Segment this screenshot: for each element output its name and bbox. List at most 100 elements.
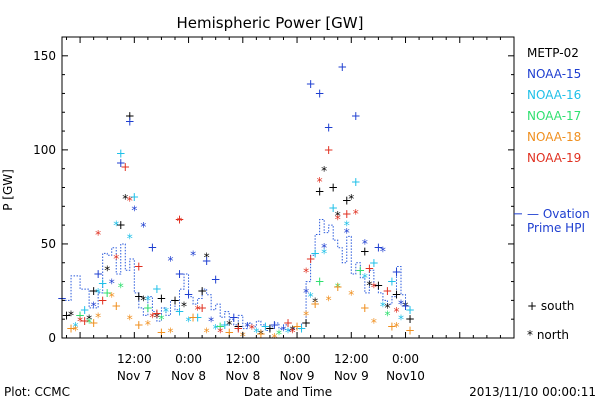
legend-ovation-label: Prime HPI [527, 221, 585, 235]
data-point-north: * [253, 326, 259, 340]
data-point-north: * [86, 316, 92, 330]
data-point-north: * [393, 305, 399, 319]
data-point-south: + [215, 320, 225, 334]
data-point-south: + [116, 147, 126, 161]
data-point-south: + [315, 184, 325, 198]
data-point-north: * [68, 309, 74, 323]
data-point-south: + [98, 293, 108, 307]
data-point-south: + [369, 256, 379, 270]
data-point-south: + [351, 175, 361, 189]
data-point-south: + [324, 120, 334, 134]
footer-plot-source: Plot: CCMC [4, 385, 70, 399]
legend-symbol-north: * north [527, 328, 569, 342]
data-point-south: + [111, 299, 121, 313]
data-point-south: + [102, 286, 112, 300]
data-point-south: + [134, 318, 144, 332]
data-point-south: + [387, 320, 397, 334]
data-point-south: + [125, 109, 135, 123]
data-point-north: * [213, 322, 219, 336]
x-tick-label-time: 0:00 [284, 352, 311, 366]
legend-entry: NOAA-18 [527, 130, 581, 144]
legend-entry: NOAA-16 [527, 88, 581, 102]
legend-entry: NOAA-15 [527, 67, 581, 81]
data-point-south: + [260, 320, 270, 334]
legend-ovation-label: — Ovation [527, 207, 590, 221]
data-point-south: + [188, 310, 198, 324]
x-tick-label-date: Nov 7 [117, 369, 152, 383]
data-point-north: * [303, 265, 309, 279]
data-point-north: * [204, 250, 210, 264]
data-point-south: + [364, 261, 374, 275]
data-point-north: * [308, 290, 314, 304]
data-point-south: + [116, 156, 126, 170]
data-point-north: * [366, 279, 372, 293]
data-point-north: * [290, 326, 296, 340]
ovation-line [62, 218, 407, 331]
data-point-south: + [80, 303, 90, 317]
data-point-south: + [116, 218, 126, 232]
data-point-north: * [335, 213, 341, 227]
data-point-north: * [149, 311, 155, 325]
data-point-north: * [398, 312, 404, 326]
data-point-south: + [224, 325, 234, 339]
data-point-south: + [292, 320, 302, 334]
data-point-south: + [400, 299, 410, 313]
data-point-south: + [405, 303, 415, 317]
data-point-south: + [310, 246, 320, 260]
data-point-north: * [118, 280, 124, 294]
data-point-north: * [109, 290, 115, 304]
legend-entry: NOAA-17 [527, 109, 581, 123]
x-tick-label-date: Nov 8 [171, 369, 206, 383]
data-point-north: * [393, 320, 399, 334]
chart-title: Hemispheric Power [GW] [177, 14, 364, 32]
data-point-south: + [174, 267, 184, 281]
data-point-south: + [156, 325, 166, 339]
data-point-north: * [321, 241, 327, 255]
data-point-north: * [154, 311, 160, 325]
data-point-north: * [290, 324, 296, 338]
data-point-south: + [306, 252, 316, 266]
x-tick-label-time: 0:00 [392, 352, 419, 366]
data-point-north: * [113, 252, 119, 266]
data-point-north: * [321, 247, 327, 261]
data-point-north: * [140, 294, 146, 308]
y-tick-label: 0 [48, 331, 56, 345]
data-point-north: * [127, 312, 133, 326]
data-point-north: * [258, 327, 264, 341]
x-axis: 12:00 Nov 7 0:00 Nov 8 12:00 Nov 8 0:00 Nov 9 12… [66, 37, 515, 383]
data-point-south: + [120, 160, 130, 174]
data-point-south: + [66, 322, 76, 336]
data-point-south: + [202, 254, 212, 268]
x-tick-label-date: Nov 8 [225, 369, 260, 383]
data-point-south: + [405, 323, 415, 337]
y-tick-label: 150 [33, 49, 56, 63]
data-point-north: * [163, 305, 169, 319]
data-point-north: * [217, 326, 223, 340]
data-point-south: + [315, 86, 325, 100]
data-points: +++++ + +++ + ++ ++++++* ********* ******* *++++… [57, 60, 415, 345]
data-point-south: + [75, 308, 85, 322]
x-tick-label-time: 0:00 [175, 352, 202, 366]
data-point-south: + [373, 241, 383, 255]
data-point-north: * [190, 248, 196, 262]
data-point-north: * [122, 192, 128, 206]
data-point-north: * [335, 209, 341, 223]
data-point-north: * [226, 318, 232, 332]
data-point-north: * [380, 299, 386, 313]
legend-entry: METP-02 [527, 46, 579, 60]
data-point-north: * [348, 192, 354, 206]
data-point-south: + [360, 301, 370, 315]
y-axis-label: P [GW] [1, 169, 15, 211]
x-axis-label: Date and Time [244, 385, 332, 399]
data-point-north: * [335, 280, 341, 294]
data-point-south: + [265, 322, 275, 336]
data-point-north: * [384, 301, 390, 315]
data-point-south: + [147, 241, 157, 255]
data-point-north: * [303, 286, 309, 300]
data-point-south: + [193, 310, 203, 324]
data-point-south: + [129, 190, 139, 204]
data-point-north: * [181, 299, 187, 313]
data-point-north: * [95, 311, 101, 325]
data-point-north: * [285, 326, 291, 340]
data-point-south: + [391, 288, 401, 302]
